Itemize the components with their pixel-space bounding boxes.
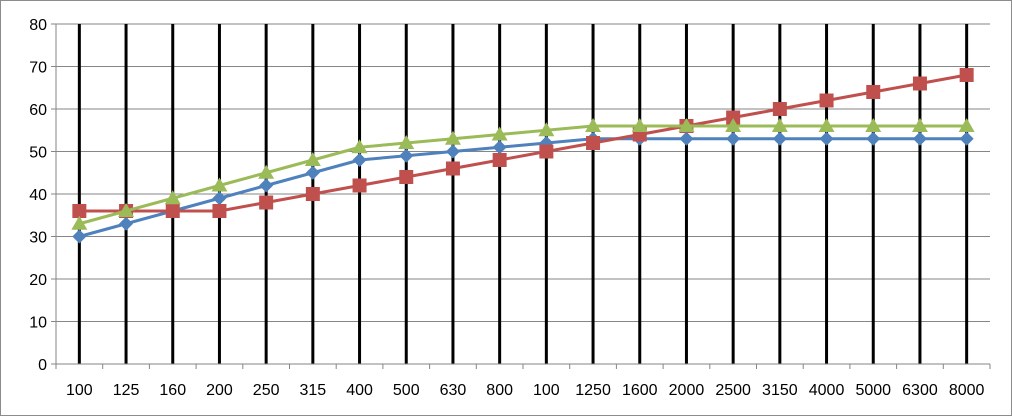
series-line: [78, 137, 967, 238]
x-tick-label: 1600: [622, 382, 658, 399]
x-tick-label: 400: [346, 382, 373, 399]
data-point: [118, 203, 135, 217]
y-tick-label: 30: [29, 230, 47, 247]
data-point: [164, 190, 181, 205]
data-point: [445, 144, 460, 159]
data-point: [305, 187, 320, 201]
data-point: [771, 118, 788, 132]
series-group: [71, 68, 975, 244]
x-tick-labels: 100 125 160 200 250 315 400 500 630 800 100 1250 160…: [66, 382, 985, 399]
series-3: [71, 118, 975, 230]
data-point: [959, 68, 974, 82]
data-point: [865, 118, 882, 132]
y-tick-label: 0: [38, 357, 47, 374]
data-point: [912, 76, 927, 91]
data-point: [818, 118, 835, 132]
x-tick-label: 4000: [809, 382, 845, 399]
data-point: [72, 204, 87, 218]
y-tick-label: 80: [29, 17, 47, 34]
x-tick-label: 3150: [762, 382, 798, 399]
data-point: [119, 216, 134, 231]
x-tick-label: 8000: [949, 382, 985, 399]
data-point: [352, 153, 367, 167]
data-point: [399, 148, 414, 163]
data-point: [772, 131, 787, 146]
x-tick-label: 800: [486, 382, 513, 399]
y-tick-label: 70: [29, 60, 47, 77]
y-tick-label: 10: [29, 315, 47, 332]
data-point: [585, 118, 602, 132]
data-point: [351, 139, 368, 154]
data-point: [259, 195, 274, 210]
data-point: [259, 178, 274, 193]
x-tick-label: 5000: [855, 382, 891, 399]
data-point: [959, 131, 974, 146]
data-point: [772, 102, 787, 116]
data-point: [631, 118, 648, 132]
data-point: [819, 93, 834, 108]
data-point: [398, 135, 415, 149]
x-tick-label: 250: [253, 382, 280, 399]
data-point: [258, 164, 275, 179]
data-point: [725, 118, 742, 132]
horizontal-gridlines: [56, 23, 990, 322]
data-point: [538, 122, 555, 137]
x-tick-label: 100: [533, 382, 560, 399]
data-point: [819, 131, 834, 146]
series-line: [79, 73, 967, 213]
x-tick-label: 200: [206, 382, 233, 399]
x-tick-label: 6300: [902, 382, 938, 399]
series-2: [72, 68, 974, 218]
data-point: [72, 229, 87, 244]
data-point: [866, 131, 881, 146]
data-point: [586, 136, 601, 150]
data-point: [399, 170, 414, 184]
x-tick-label: 2000: [669, 382, 705, 399]
data-point: [352, 178, 367, 193]
y-tick-label: 50: [29, 145, 47, 162]
data-point: [491, 126, 508, 141]
axes: [51, 23, 991, 369]
data-point: [678, 118, 695, 132]
x-tick-label: 500: [393, 382, 420, 399]
data-point: [212, 204, 227, 218]
x-tick-label: 160: [159, 382, 186, 399]
data-point: [911, 118, 928, 132]
x-tick-label: 315: [299, 382, 326, 399]
x-tick-label: 630: [440, 382, 467, 399]
data-point: [444, 130, 461, 145]
x-tick-label: 125: [113, 382, 140, 399]
data-point: [304, 152, 321, 166]
data-point: [71, 215, 88, 230]
x-tick-label: 2500: [715, 382, 751, 399]
data-point: [165, 204, 180, 218]
x-tick-label: 100: [66, 382, 93, 399]
data-point: [539, 144, 554, 159]
y-tick-label: 40: [29, 187, 47, 204]
data-point: [305, 165, 320, 180]
series-line: [78, 124, 967, 226]
y-tick-label: 60: [29, 102, 47, 119]
data-point: [726, 110, 741, 125]
data-point: [492, 140, 507, 155]
data-point: [726, 131, 741, 146]
data-point: [492, 153, 507, 167]
data-point: [866, 85, 881, 99]
data-point: [212, 191, 227, 206]
y-tick-labels: 0 10 20 30 40 50 60 70 80: [29, 17, 47, 374]
x-tick-label: 1250: [575, 382, 611, 399]
data-point: [958, 118, 975, 132]
y-tick-label: 20: [29, 272, 47, 289]
data-point: [445, 161, 460, 176]
data-point: [912, 131, 927, 146]
data-point: [679, 131, 694, 146]
data-point: [211, 177, 228, 192]
